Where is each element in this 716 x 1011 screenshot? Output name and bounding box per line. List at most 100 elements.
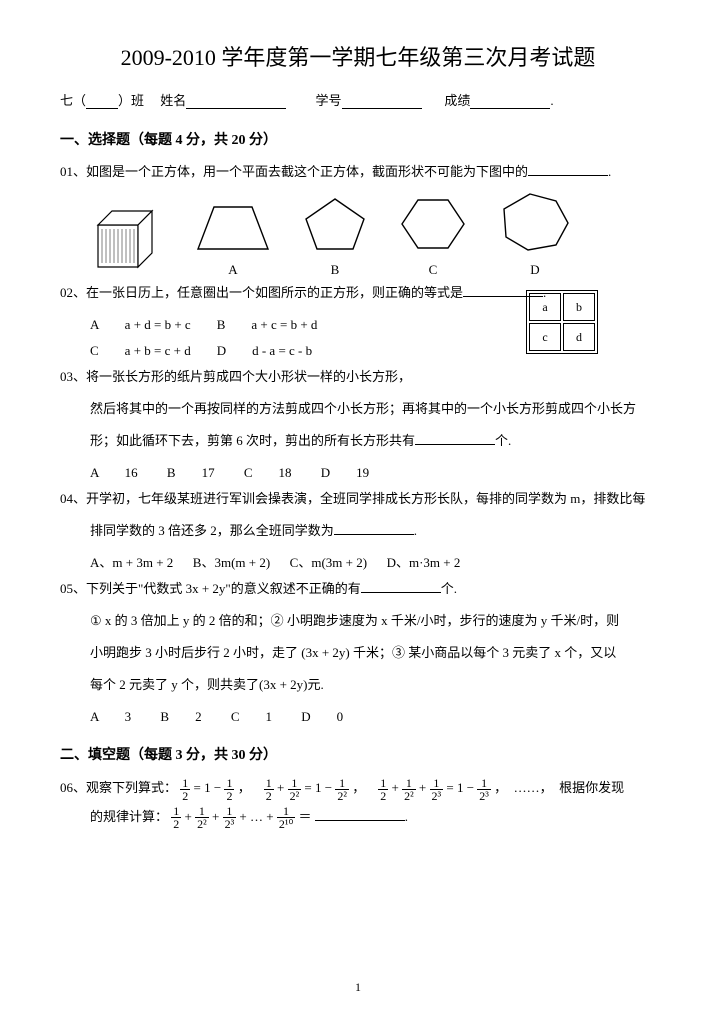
- frac: 12²: [335, 777, 349, 802]
- class-suffix: ）班: [118, 93, 144, 108]
- q04-d: D、m·3m + 2: [387, 555, 461, 570]
- eq2: = 1 −: [304, 780, 332, 795]
- q05-opts: A 3 B 2 C 1 D 0: [60, 704, 656, 730]
- q06-l2c: ＝: [299, 809, 312, 824]
- q03: 03、将一张长方形的纸片剪成四个大小形状一样的小长方形，: [60, 364, 656, 390]
- cell-c: c: [529, 323, 561, 351]
- q04-a: A、m + 3m + 2: [90, 555, 173, 570]
- cell-b: b: [563, 293, 595, 321]
- q02-optc: C a + b = c + d: [90, 343, 191, 358]
- q05-blank: [361, 579, 441, 593]
- page-title: 2009-2010 学年度第一学期七年级第三次月考试题: [60, 40, 656, 72]
- q04: 04、开学初，七年级某班进行军训会操表演，全班同学排成长方形长队，每排的同学数为…: [60, 486, 656, 512]
- id-label: 学号: [316, 93, 342, 108]
- frac: 12: [180, 777, 190, 802]
- heptagon-icon: [498, 191, 572, 253]
- section-1-heading: 一、选择题（每题 4 分，共 20 分）: [60, 129, 656, 149]
- frac: 12²: [402, 777, 416, 802]
- student-info-line: 七（）班 姓名 学号 成绩.: [60, 90, 656, 109]
- q03-l3b: 个.: [495, 433, 511, 448]
- q03-opts: A 16 B 17 C 18 D 19: [60, 460, 656, 486]
- shape-d: D: [498, 191, 572, 278]
- q01: 01、如图是一个正方体，用一个平面去截这个正方体，截面形状不可能为下图中的.: [60, 159, 656, 185]
- frac: 12: [378, 777, 388, 802]
- trapezoid-icon: [194, 203, 272, 253]
- label-b: B: [302, 262, 368, 278]
- frac: 12: [171, 805, 181, 830]
- class-blank: [86, 94, 118, 109]
- q03-l2: 然后将其中的一个再按同样的方法剪成四个小长方形；再将其中的一个小长方形剪成四个小…: [60, 396, 656, 422]
- eq1: = 1 −: [194, 780, 222, 795]
- pentagon-icon: [302, 195, 368, 253]
- q04-blank: [334, 521, 414, 535]
- q03-l3: 形；如此循环下去，剪第 6 次时，剪出的所有长方形共有: [90, 433, 415, 448]
- frac: 12: [264, 777, 274, 802]
- hexagon-icon: [398, 195, 468, 253]
- score-label: 成绩: [444, 93, 470, 108]
- q04-b: B、3m(m + 2): [193, 555, 270, 570]
- q06-l2a: 的规律计算：: [90, 809, 168, 824]
- label-a: A: [194, 262, 272, 278]
- class-prefix: 七（: [60, 93, 86, 108]
- q05-d: D 0: [301, 709, 343, 724]
- q01-num: 01、: [60, 159, 86, 185]
- label-d: D: [498, 262, 572, 278]
- q01-blank: [528, 162, 608, 176]
- q06-period: .: [405, 809, 408, 824]
- q01-shapes: A B C D: [90, 191, 656, 278]
- frac: 12³: [223, 805, 237, 830]
- cube-shape: [90, 207, 164, 278]
- q05-a: A 3: [90, 709, 131, 724]
- frac: 12¹⁰: [277, 805, 295, 830]
- q04-num: 04、: [60, 486, 86, 512]
- q05-l1: 下列关于"代数式 3x + 2y"的意义叙述不正确的有: [86, 581, 361, 596]
- q02-num: 02、: [60, 280, 86, 306]
- q04-l1: 开学初，七年级某班进行军训会操表演，全班同学排成长方形长队，每排的同学数为 m，…: [86, 491, 645, 506]
- frac: 12³: [477, 777, 491, 802]
- q06-blank: [315, 807, 405, 821]
- q03-l1: 将一张长方形的纸片剪成四个大小形状一样的小长方形，: [86, 369, 411, 384]
- q06-l2b: + … +: [239, 809, 273, 824]
- q02-optd: D d - a = c - b: [217, 343, 312, 358]
- shape-a: A: [194, 203, 272, 278]
- q05-b: B 2: [160, 709, 201, 724]
- q06-pre: 观察下列算式：: [86, 780, 177, 795]
- score-blank: [470, 94, 550, 109]
- q06: 06、观察下列算式： 12 = 1 − 12 ， 12 + 12² = 1 − …: [60, 774, 656, 803]
- q04-opts: A、m + 3m + 2 B、3m(m + 2) C、m(3m + 2) D、m…: [60, 550, 656, 576]
- calendar-grid: ab cd: [526, 290, 598, 354]
- cell-d: d: [563, 323, 595, 351]
- shape-c: C: [398, 195, 468, 278]
- frac: 12³: [430, 777, 444, 802]
- cube-icon: [90, 207, 164, 273]
- q03-num: 03、: [60, 364, 86, 390]
- frac: 12²: [288, 777, 302, 802]
- q04-c: C、m(3m + 2): [290, 555, 367, 570]
- q04-l2: 排同学数的 3 倍还多 2，那么全班同学数为: [90, 523, 334, 538]
- q03-l3w: 形；如此循环下去，剪第 6 次时，剪出的所有长方形共有 个.: [60, 428, 656, 454]
- q05: 05、下列关于"代数式 3x + 2y"的意义叙述不正确的有个.: [60, 576, 656, 602]
- q03-c: C 18: [244, 465, 292, 480]
- q02-optb: B a + c = b + d: [217, 317, 318, 332]
- q03-d: D 19: [321, 465, 369, 480]
- label-c: C: [398, 262, 468, 278]
- shape-b: B: [302, 195, 368, 278]
- q06-tail: ， ……， 根据你发现: [494, 780, 624, 795]
- q06-num: 06、: [60, 780, 86, 795]
- q03-blank: [415, 431, 495, 445]
- q03-b: B 17: [167, 465, 215, 480]
- name-label: 姓名: [160, 93, 186, 108]
- q05-l4: 每个 2 元卖了 y 个，则共卖了(3x + 2y)元.: [60, 672, 656, 698]
- section-2-heading: 二、填空题（每题 3 分，共 30 分）: [60, 744, 656, 764]
- q06-l2: 的规律计算： 12 + 12² + 12³ + … + 12¹⁰ ＝ .: [60, 803, 656, 832]
- frac: 12: [224, 777, 234, 802]
- eq3: = 1 −: [446, 780, 474, 795]
- q04-l2w: 排同学数的 3 倍还多 2，那么全班同学数为.: [60, 518, 656, 544]
- q05-l3: 小明跑步 3 小时后步行 2 小时，走了 (3x + 2y) 千米；③ 某小商品…: [60, 640, 656, 666]
- q05-num: 05、: [60, 576, 86, 602]
- frac: 12²: [195, 805, 209, 830]
- q03-a: A 16: [90, 465, 138, 480]
- q02-text: 在一张日历上，任意圈出一个如图所示的正方形，则正确的等式是: [86, 285, 463, 300]
- q01-text: 如图是一个正方体，用一个平面去截这个正方体，截面形状不可能为下图中的: [86, 164, 528, 179]
- page-number: 1: [0, 980, 716, 995]
